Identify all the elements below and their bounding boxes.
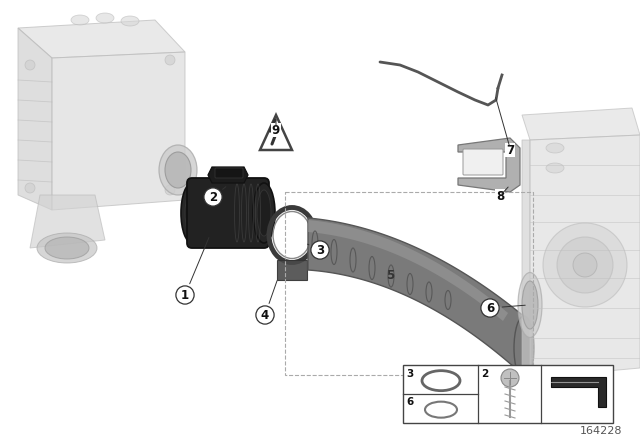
Ellipse shape	[518, 272, 542, 337]
Polygon shape	[308, 220, 508, 321]
Circle shape	[25, 183, 35, 193]
Text: 2: 2	[481, 369, 488, 379]
Text: 9: 9	[272, 124, 280, 137]
Polygon shape	[458, 138, 520, 192]
Text: 5: 5	[386, 268, 394, 281]
Ellipse shape	[546, 143, 564, 153]
Text: 8: 8	[496, 190, 504, 202]
Text: 6: 6	[406, 397, 413, 407]
Circle shape	[501, 369, 519, 387]
Polygon shape	[277, 260, 307, 280]
Ellipse shape	[37, 233, 97, 263]
Circle shape	[165, 185, 175, 195]
Ellipse shape	[96, 13, 114, 23]
Circle shape	[573, 253, 597, 277]
Ellipse shape	[185, 190, 199, 236]
Text: 164228: 164228	[579, 426, 622, 436]
Ellipse shape	[159, 145, 197, 195]
FancyBboxPatch shape	[187, 178, 269, 248]
Polygon shape	[30, 195, 105, 248]
Ellipse shape	[45, 237, 89, 259]
Polygon shape	[208, 167, 248, 183]
Ellipse shape	[514, 316, 534, 380]
Polygon shape	[551, 377, 606, 407]
Ellipse shape	[522, 281, 538, 329]
Polygon shape	[18, 28, 52, 210]
Text: 6: 6	[486, 302, 525, 314]
Text: 2: 2	[209, 187, 226, 203]
Ellipse shape	[71, 15, 89, 25]
Ellipse shape	[181, 183, 203, 243]
Ellipse shape	[257, 190, 271, 236]
Polygon shape	[308, 218, 526, 375]
FancyBboxPatch shape	[403, 365, 613, 423]
Ellipse shape	[253, 183, 275, 243]
Text: 7: 7	[506, 143, 514, 156]
Ellipse shape	[546, 163, 564, 173]
Polygon shape	[18, 20, 185, 58]
FancyBboxPatch shape	[463, 149, 503, 175]
Polygon shape	[522, 108, 640, 140]
Text: 3: 3	[307, 244, 324, 257]
Circle shape	[165, 55, 175, 65]
Polygon shape	[530, 135, 640, 378]
Ellipse shape	[165, 152, 191, 188]
Circle shape	[557, 237, 613, 293]
Circle shape	[543, 223, 627, 307]
Polygon shape	[52, 52, 185, 210]
Text: 4: 4	[261, 280, 277, 322]
Text: 1: 1	[181, 237, 209, 302]
FancyBboxPatch shape	[215, 168, 243, 178]
Text: 3: 3	[406, 369, 413, 379]
Circle shape	[25, 60, 35, 70]
Ellipse shape	[121, 16, 139, 26]
Polygon shape	[522, 140, 530, 378]
